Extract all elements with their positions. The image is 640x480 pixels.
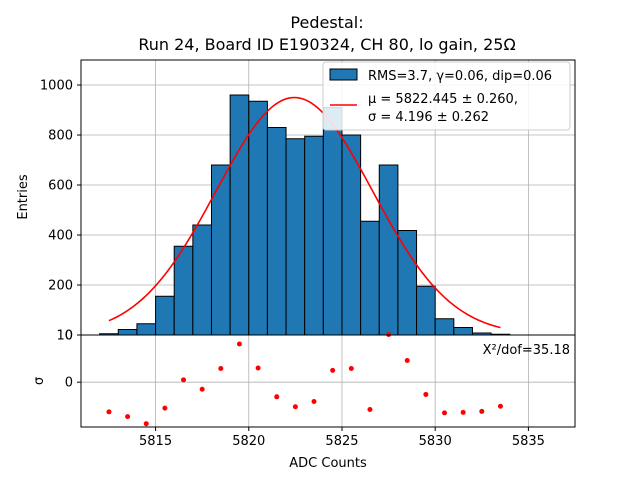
residual-point: [181, 377, 187, 383]
histogram-panel: 0 200 400 600 800 1000 Entries RMS=3.7, γ=0.0…: [16, 59, 576, 344]
histogram-bar: [192, 224, 212, 336]
y-tick-label: 600: [48, 179, 73, 194]
histogram-bar: [453, 327, 473, 336]
histogram-bar: [378, 164, 399, 336]
residual-point: [460, 409, 466, 415]
histogram-bar: [434, 318, 455, 336]
residual-point: [125, 414, 131, 420]
legend-fit-mu: μ = 5822.445 ± 0.260,: [368, 92, 518, 107]
y-tick-label: 400: [48, 229, 73, 244]
histogram-bar: [210, 164, 231, 336]
y-tick-label: 0: [65, 376, 73, 391]
y-tick-label: 800: [48, 129, 73, 144]
residual-point: [404, 357, 410, 363]
residual-point: [292, 404, 298, 410]
y-tick-label: 200: [48, 279, 73, 294]
x-tick-label: 5815: [139, 434, 172, 449]
x-tick-label: 5830: [419, 434, 452, 449]
residual-point: [274, 394, 280, 400]
y-tick-label: 10: [56, 329, 73, 344]
x-tick-label: 5835: [512, 434, 545, 449]
y-tick-label: 0: [65, 329, 73, 344]
y-axis-label-entries: Entries: [16, 174, 31, 220]
chi2-annotation: X²/dof=35.18: [483, 343, 570, 358]
residual-axes-frame: [80, 334, 576, 428]
histogram-bar: [136, 323, 157, 336]
histogram-bar: [117, 329, 138, 336]
histogram-bar: [173, 245, 194, 336]
residual-point: [479, 408, 485, 414]
legend-hist-label: RMS=3.7, γ=0.06, dip=0.06: [368, 69, 552, 84]
x-tick-label: 5820: [232, 434, 265, 449]
x-tick-label: 5825: [325, 434, 358, 449]
chart-title-line2: Run 24, Board ID E190324, CH 80, lo gain…: [138, 35, 515, 54]
histogram-bar: [416, 285, 436, 336]
histogram-bar: [248, 100, 268, 336]
legend-fit-sigma: σ = 4.196 ± 0.262: [368, 110, 489, 125]
chart-title-line1: Pedestal:: [290, 13, 363, 32]
legend-hist-swatch: [329, 68, 358, 81]
residual-point: [423, 391, 429, 397]
histogram-bar: [322, 107, 343, 336]
residual-point: [236, 341, 242, 347]
residual-point: [497, 403, 503, 409]
histogram-bar: [304, 135, 324, 336]
residual-point: [442, 410, 448, 416]
residual-point: [255, 365, 261, 371]
histogram-bar: [155, 295, 175, 336]
residual-point: [106, 409, 112, 415]
y-axis-label-sigma: σ: [32, 377, 47, 385]
gaussian-fit-line: [108, 96, 501, 329]
residual-point: [143, 421, 149, 427]
residual-point: [218, 365, 224, 371]
y-tick-label: 1000: [40, 79, 73, 94]
histogram-bar: [285, 138, 306, 336]
x-axis-label: ADC Counts: [289, 456, 367, 471]
legend: RMS=3.7, γ=0.06, dip=0.06 μ = 5822.445 ±…: [322, 61, 571, 131]
residual-point: [311, 399, 317, 405]
residual-point: [162, 405, 168, 411]
residual-point: [367, 407, 373, 413]
histogram-bar: [360, 220, 380, 336]
histogram-bar: [266, 127, 287, 336]
histogram-bar: [229, 94, 250, 336]
residual-point: [330, 367, 336, 373]
residual-point: [348, 365, 354, 371]
histogram-bar: [397, 230, 418, 336]
residual-point: [199, 386, 205, 392]
